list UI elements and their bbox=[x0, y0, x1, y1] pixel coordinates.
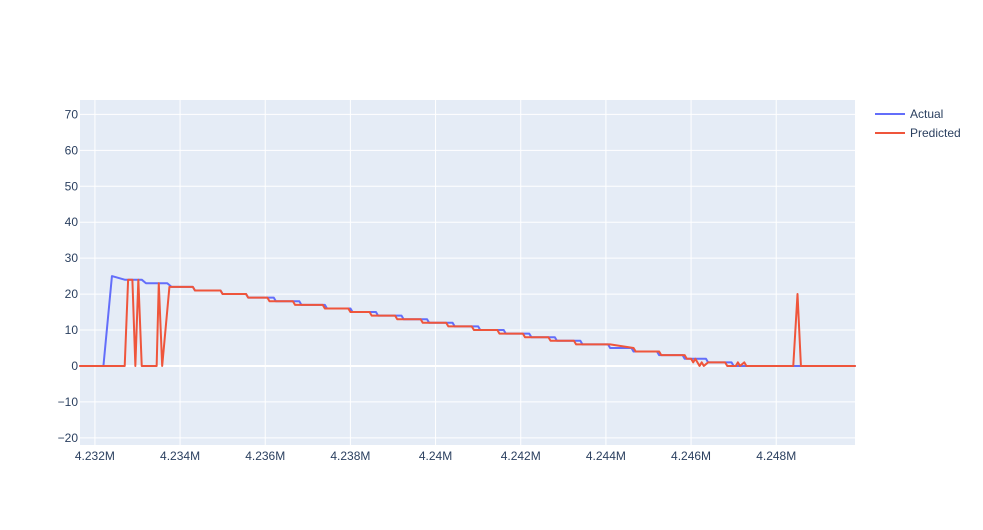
series-line-predicted[interactable] bbox=[79, 278, 856, 367]
y-tick-label: 40 bbox=[65, 215, 79, 229]
x-tick-label: 4.244M bbox=[586, 449, 626, 463]
x-tick-label: 4.234M bbox=[160, 449, 200, 463]
y-tick-label: 0 bbox=[71, 359, 78, 373]
y-tick-label: 70 bbox=[65, 107, 79, 121]
axis-layer: 4.232M 4.234M 4.236M 4.238M 4.24M 4.242M 4.244… bbox=[58, 107, 797, 463]
plot-area bbox=[80, 100, 855, 445]
y-tick-label: 20 bbox=[65, 287, 79, 301]
y-tick-label: −10 bbox=[58, 395, 79, 409]
y-tick-label: 30 bbox=[65, 251, 79, 265]
series-layer bbox=[79, 275, 856, 367]
legend-item-predicted[interactable]: Predicted bbox=[875, 126, 961, 140]
legend[interactable]: Actual Predicted bbox=[875, 107, 961, 140]
legend-label: Predicted bbox=[910, 126, 961, 140]
y-tick-label: −20 bbox=[58, 431, 79, 445]
x-tick-label: 4.236M bbox=[245, 449, 285, 463]
x-tick-label: 4.24M bbox=[419, 449, 452, 463]
grid-layer bbox=[80, 100, 855, 445]
legend-label: Actual bbox=[910, 107, 943, 121]
y-tick-label: 60 bbox=[65, 143, 79, 157]
legend-item-actual[interactable]: Actual bbox=[875, 107, 943, 121]
y-tick-label: 10 bbox=[65, 323, 79, 337]
x-tick-label: 4.246M bbox=[671, 449, 711, 463]
y-tick-label: 50 bbox=[65, 179, 79, 193]
x-tick-label: 4.232M bbox=[75, 449, 115, 463]
x-tick-label: 4.242M bbox=[501, 449, 541, 463]
x-tick-label: 4.238M bbox=[330, 449, 370, 463]
x-tick-label: 4.248M bbox=[756, 449, 796, 463]
